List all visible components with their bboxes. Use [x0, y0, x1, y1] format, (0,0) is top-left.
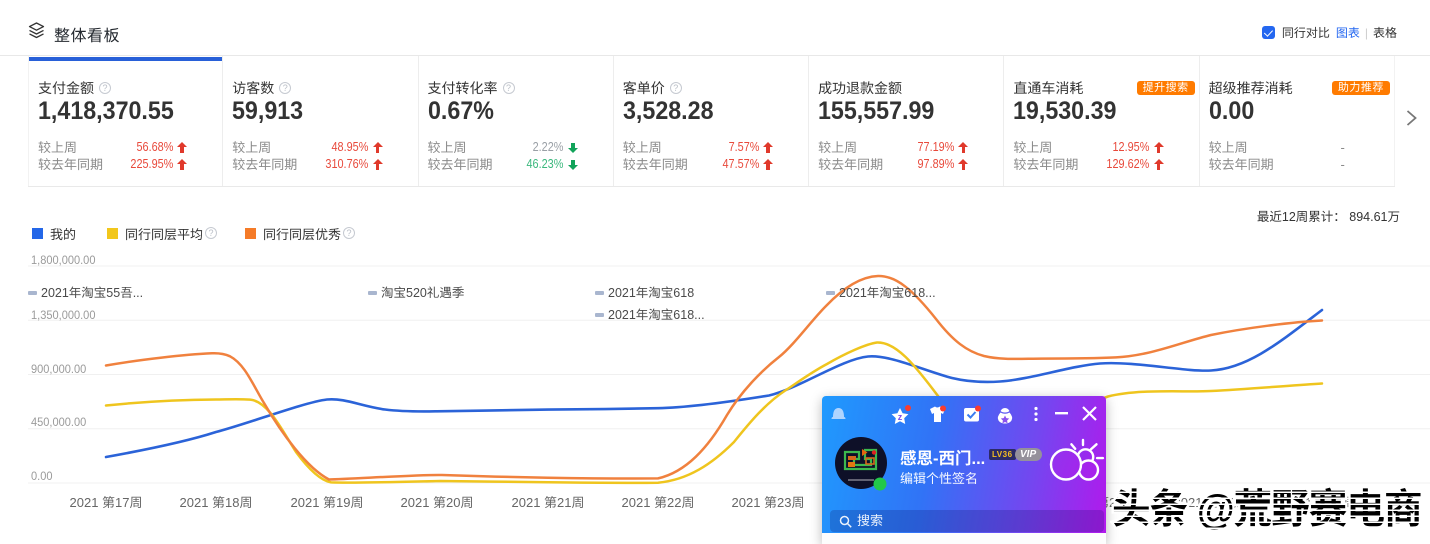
svg-text:z: z [898, 412, 903, 422]
